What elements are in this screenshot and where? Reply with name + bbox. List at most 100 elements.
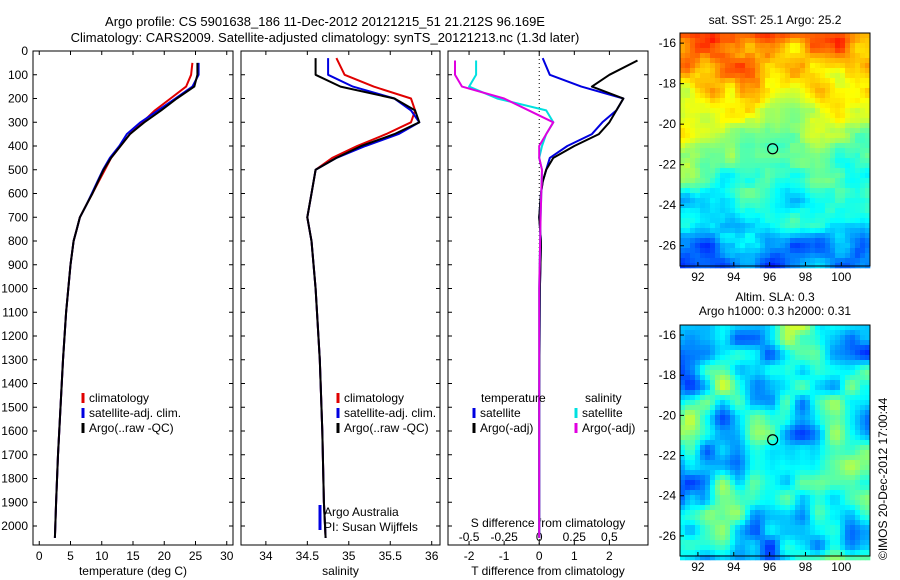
sla-map-cell — [755, 470, 761, 476]
sla-map-cell — [790, 510, 796, 516]
sst-map-cell — [810, 178, 816, 184]
sst-map-cell — [825, 68, 831, 74]
sst-map-cell — [815, 148, 821, 154]
sst-map-cell — [695, 123, 701, 129]
sla-map-cell — [805, 475, 811, 481]
sla-map-cell — [700, 550, 706, 556]
sla-map-cell — [795, 380, 801, 386]
sla-map-cell — [705, 520, 711, 526]
sst-map-cell — [850, 228, 856, 234]
sst-map-cell — [800, 218, 806, 224]
sst-map-cell — [715, 98, 721, 104]
sst-map-cell — [685, 58, 691, 64]
sla-map-cell — [705, 470, 711, 476]
sla-map-cell — [825, 325, 831, 331]
sst-map-cell — [735, 133, 741, 139]
sla-map-cell — [735, 390, 741, 396]
sst-map-cell — [790, 233, 796, 239]
sla-map-cell — [840, 460, 846, 466]
sla-map-cell — [855, 405, 861, 411]
sst-map-cell — [700, 243, 706, 249]
sst-map-cell — [765, 238, 771, 244]
sst-map-cell — [730, 108, 736, 114]
sla-map-cell — [810, 525, 816, 531]
legend-salinity-header: salinity — [585, 391, 622, 405]
sst-map-cell — [855, 38, 861, 44]
sla-map-cell — [795, 445, 801, 451]
sst-map-cell — [865, 233, 871, 239]
sst-map-cell — [785, 228, 791, 234]
sst-map-cell — [685, 83, 691, 89]
sst-map-cell — [680, 148, 686, 154]
sla-map-heatmap-cells — [680, 325, 871, 561]
sst-map-cell — [790, 138, 796, 144]
sla-map-cell — [760, 520, 766, 526]
sst-map-cell — [720, 198, 726, 204]
sst-map-cell — [760, 188, 766, 194]
sla-map-cell — [835, 470, 841, 476]
sst-map-cell — [750, 58, 756, 64]
sst-map-cell — [725, 243, 731, 249]
sst-map-cell — [815, 48, 821, 54]
sst-map-cell — [710, 233, 716, 239]
sla-map-cell — [830, 555, 836, 561]
sla-map-cell — [795, 370, 801, 376]
difference-legend-S-label: satellite — [582, 406, 623, 420]
sla-map-cell — [845, 430, 851, 436]
sst-map-cell — [785, 93, 791, 99]
sst-map-cell — [805, 188, 811, 194]
sla-map-cell — [715, 535, 721, 541]
sla-map-cell — [715, 375, 721, 381]
sst-map-cell — [685, 33, 691, 39]
sst-map-cell — [830, 168, 836, 174]
sla-map-cell — [775, 335, 781, 341]
sst-map-cell — [810, 88, 816, 94]
sla-map-cell — [750, 330, 756, 336]
sst-map-cell — [685, 133, 691, 139]
sla-map-cell — [730, 470, 736, 476]
sst-map-cell — [710, 173, 716, 179]
sla-map-cell — [820, 510, 826, 516]
sla-map-cell — [830, 460, 836, 466]
sst-map-cell — [790, 173, 796, 179]
sla-map-cell — [795, 500, 801, 506]
sst-map-cell — [700, 63, 706, 69]
sla-map-cell — [765, 480, 771, 486]
sla-map-cell — [865, 385, 871, 391]
sla-map-cell — [790, 450, 796, 456]
sst-map-cell — [800, 233, 806, 239]
sst-map-cell — [800, 103, 806, 109]
sst-map-cell — [715, 203, 721, 209]
sla-map-cell — [705, 450, 711, 456]
sla-map-cell — [700, 410, 706, 416]
sst-map-cell — [695, 183, 701, 189]
sst-map-cell — [820, 173, 826, 179]
sst-map-cell — [835, 193, 841, 199]
sst-map-cell — [730, 178, 736, 184]
sst-map-cell — [690, 128, 696, 134]
sst-map-cell — [755, 183, 761, 189]
sst-map-cell — [815, 248, 821, 254]
sst-map-cell — [805, 138, 811, 144]
sst-map-cell — [720, 78, 726, 84]
sla-map-cell — [825, 440, 831, 446]
sst-map-cell — [770, 98, 776, 104]
sst-map-cell — [840, 183, 846, 189]
sst-map-cell — [750, 248, 756, 254]
sla-map-cell — [740, 495, 746, 501]
sla-map-cell — [820, 545, 826, 551]
sst-map-cell — [680, 128, 686, 134]
sla-map-cell — [815, 555, 821, 561]
sla-map-cell — [840, 475, 846, 481]
sst-map-cell — [775, 198, 781, 204]
sla-map-cell — [720, 365, 726, 371]
sst-map-cell — [710, 98, 716, 104]
sla-map-cell — [710, 480, 716, 486]
sla-map-cell — [820, 385, 826, 391]
sla-map-cell — [760, 385, 766, 391]
sst-map-cell — [780, 168, 786, 174]
sla-map-cell — [800, 505, 806, 511]
sst-map-cell — [705, 173, 711, 179]
sla-map-cell — [850, 470, 856, 476]
sst-map-cell — [730, 93, 736, 99]
